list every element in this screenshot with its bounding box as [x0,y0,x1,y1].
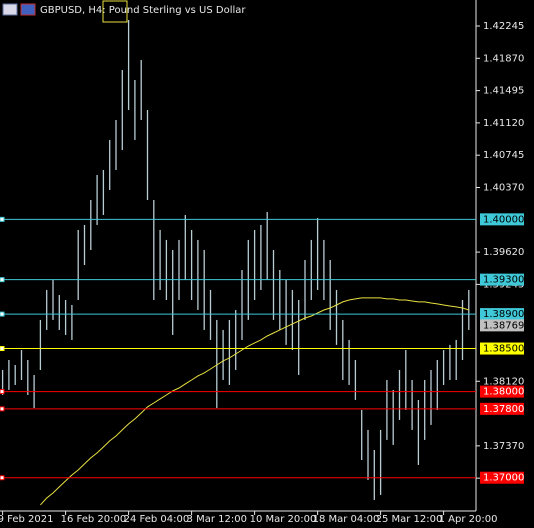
level-anchor [0,216,5,222]
y-tick-label: 1.41495 [483,86,524,97]
symbol-icon [2,3,18,16]
bid-label: 1.38769 [483,320,524,331]
y-tick-label: 1.39620 [483,247,524,258]
level-label: 1.39300 [483,275,524,286]
level-label-box [480,273,524,286]
level-label: 1.38000 [483,387,524,398]
level-label: 1.40000 [483,214,524,225]
y-tick-label: 1.40370 [483,182,524,193]
level-anchor [0,311,5,317]
drawn-rectangle [102,0,128,23]
level-anchor [0,389,5,395]
y-tick-label: 1.41120 [483,118,524,129]
level-label: 1.37000 [483,473,524,484]
level-label-box [480,402,524,415]
bid-label-box [480,319,524,332]
chart-title: GBPUSD, H4: Pound Sterling vs US Dollar [40,5,246,16]
x-tick-label: 16 Feb 20:00 [61,514,127,525]
level-anchor [0,406,5,412]
x-tick-label: 25 Mar 12:00 [376,514,443,525]
level-label-box [480,342,524,355]
level-label: 1.38500 [483,344,524,355]
y-tick-label: 1.40745 [483,150,524,161]
y-tick-label: 1.42245 [483,21,524,32]
y-tick-label: 1.38120 [483,376,524,387]
x-tick-label: 24 Feb 04:00 [124,514,190,525]
x-tick-label: 18 Mar 04:00 [313,514,380,525]
x-tick-label: 1 Apr 20:00 [439,514,498,525]
level-label-box [480,385,524,398]
moving-average [40,297,469,506]
level-label: 1.38900 [483,309,524,320]
y-tick-label: 1.41870 [483,53,524,64]
y-tick-label: 1.37370 [483,441,524,452]
x-tick-label: 9 Feb 2021 [0,514,53,525]
x-tick-label: 3 Mar 12:00 [187,514,247,525]
flag-icon [20,3,36,16]
level-label: 1.37800 [483,404,524,415]
level-label-box [480,213,524,226]
level-label-box [480,308,524,321]
level-anchor [0,346,5,352]
level-anchor [0,475,5,481]
x-tick-label: 10 Mar 20:00 [250,514,317,525]
level-label-box [480,471,524,484]
level-anchor [0,277,5,283]
